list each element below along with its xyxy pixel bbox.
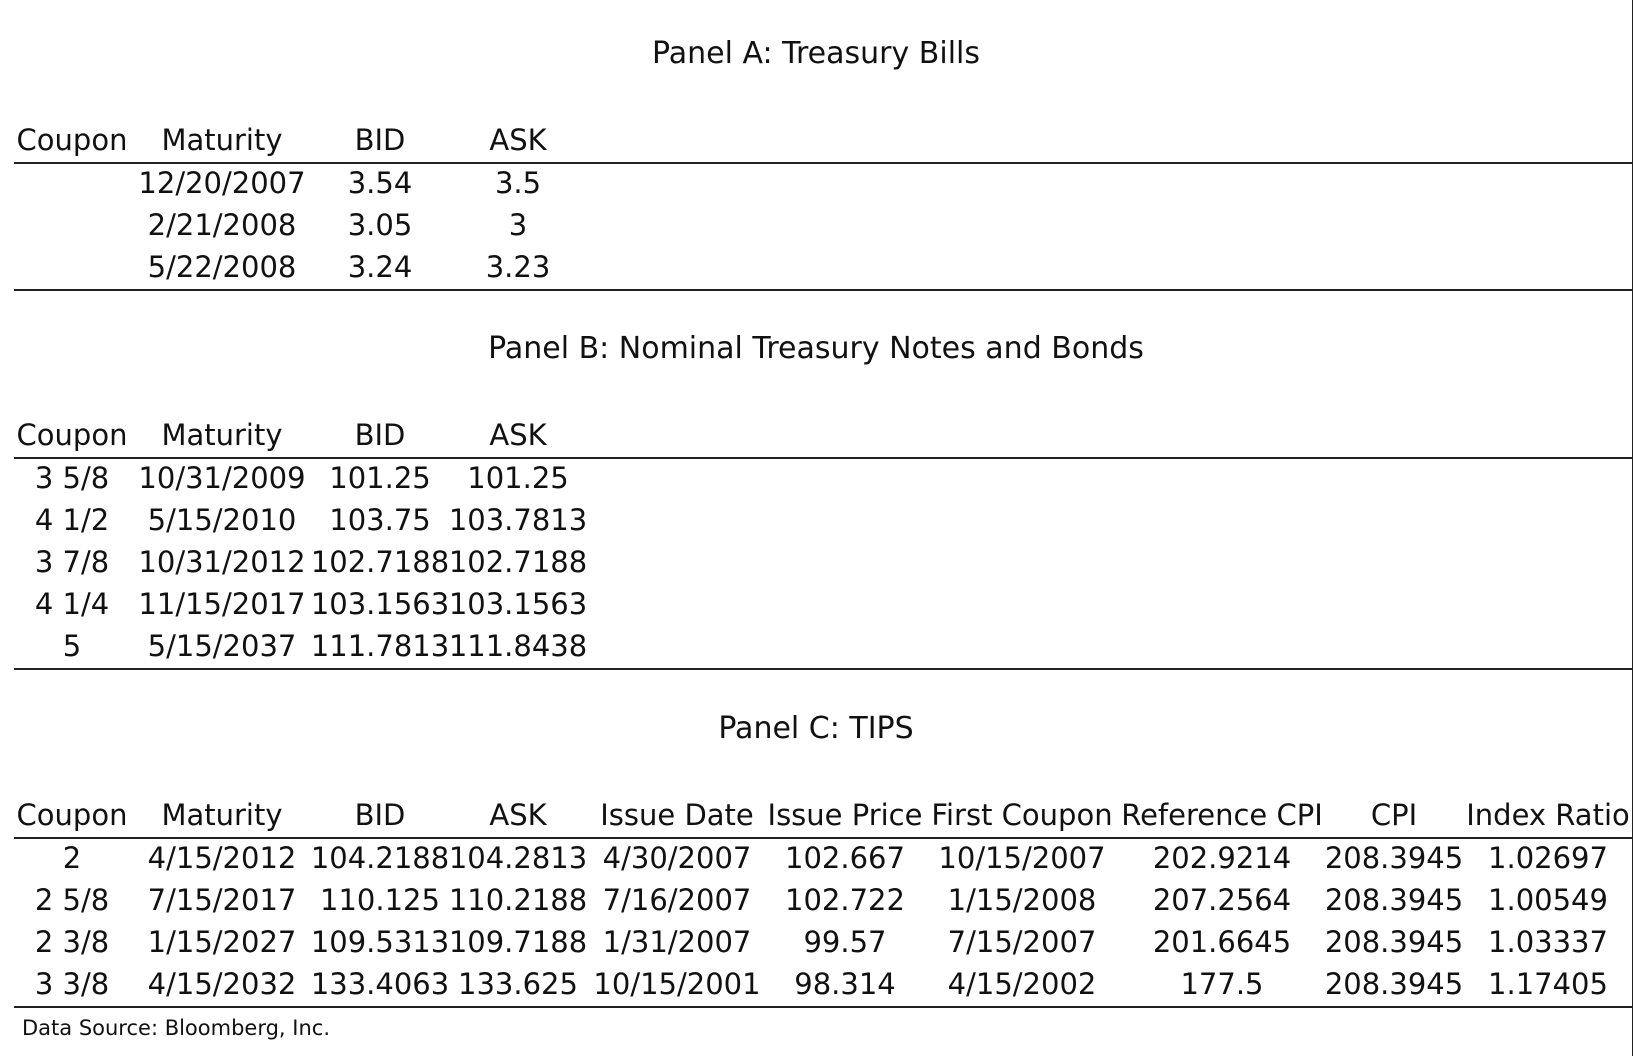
panel-c-tips-header-first-coupon: First Coupon [931, 798, 1113, 832]
panel-b-notes-bonds-header-bid: BID [354, 418, 406, 452]
panel-c-tips-cell-coupon: 2 [62, 841, 82, 875]
panel-c-tips-header-rule [14, 837, 1633, 839]
panel-c-tips-cell-coupon: 3 3/8 [34, 967, 110, 1001]
panel-c-tips-cell-bid: 104.2188 [310, 841, 450, 875]
panel-c-tips-cell-first-coupon: 1/15/2008 [947, 883, 1097, 917]
panel-a-treasury-bills-header-rule [14, 162, 1633, 164]
panel-c-tips-cell-issue-date: 1/31/2007 [602, 925, 752, 959]
panel-b-notes-bonds-cell-maturity: 5/15/2010 [147, 503, 297, 537]
panel-b-notes-bonds-header-ask: ASK [489, 418, 547, 452]
panel-c-tips-header-issue-price: Issue Price [767, 798, 923, 832]
panel-b-notes-bonds-header-maturity: Maturity [161, 418, 283, 452]
panel-c-tips-cell-cpi: 208.3945 [1324, 925, 1464, 959]
panel-c-tips-cell-ask: 109.7188 [448, 925, 588, 959]
panel-c-tips-cell-first-coupon: 10/15/2007 [938, 841, 1106, 875]
panel-b-notes-bonds-cell-maturity: 5/15/2037 [147, 629, 297, 663]
panel-c-tips-cell-issue-date: 7/16/2007 [602, 883, 752, 917]
panel-c-tips-cell-issue-price: 102.722 [785, 883, 905, 917]
panel-b-notes-bonds-cell-coupon: 4 1/2 [34, 503, 110, 537]
panel-c-tips-cell-issue-price: 98.314 [794, 967, 896, 1001]
panel-a-treasury-bills-header-maturity: Maturity [161, 123, 283, 157]
panel-a-treasury-bills-cell-maturity: 5/22/2008 [147, 250, 297, 284]
panel-c-tips-cell-ask: 104.2813 [448, 841, 588, 875]
panel-b-notes-bonds-cell-coupon: 3 5/8 [34, 461, 110, 495]
panel-c-tips-header-bid: BID [354, 798, 406, 832]
panel-a-treasury-bills-cell-bid: 3.54 [347, 166, 413, 200]
panel-c-tips-cell-bid: 133.4063 [310, 967, 450, 1001]
panel-a-treasury-bills-cell-maturity: 12/20/2007 [138, 166, 306, 200]
panel-c-tips-cell-issue-price: 99.57 [803, 925, 887, 959]
panel-c-tips-cell-ask: 110.2188 [448, 883, 588, 917]
panel-b-notes-bonds-cell-ask: 111.8438 [448, 629, 588, 663]
panel-b-notes-bonds-header-coupon: Coupon [16, 418, 128, 452]
panel-c-tips-cell-ask: 133.625 [458, 967, 578, 1001]
panel-c-tips-title: Panel C: TIPS [718, 711, 914, 746]
panel-b-notes-bonds-cell-coupon: 5 [62, 629, 82, 663]
panel-c-tips-header-ask: ASK [489, 798, 547, 832]
panel-c-tips-cell-maturity: 4/15/2012 [147, 841, 297, 875]
panel-b-notes-bonds-cell-ask: 101.25 [467, 461, 569, 495]
panel-a-treasury-bills-header-coupon: Coupon [16, 123, 128, 157]
panel-b-notes-bonds-cell-bid: 102.7188 [310, 545, 450, 579]
panel-c-tips-cell-reference-cpi: 177.5 [1180, 967, 1264, 1001]
panel-a-treasury-bills-header-ask: ASK [489, 123, 547, 157]
panel-c-tips-cell-reference-cpi: 207.2564 [1152, 883, 1292, 917]
panel-a-treasury-bills-header-bid: BID [354, 123, 406, 157]
panel-c-tips-cell-cpi: 208.3945 [1324, 883, 1464, 917]
panel-c-tips-header-issue-date: Issue Date [600, 798, 754, 832]
panel-c-tips-cell-index-ratio: 1.00549 [1488, 883, 1608, 917]
panel-c-tips-header-coupon: Coupon [16, 798, 128, 832]
panel-c-tips-cell-maturity: 7/15/2017 [147, 883, 297, 917]
panel-c-tips-cell-index-ratio: 1.03337 [1488, 925, 1608, 959]
panel-b-notes-bonds-cell-coupon: 4 1/4 [34, 587, 110, 621]
panel-c-tips-header-reference-cpi: Reference CPI [1121, 798, 1323, 832]
panel-a-treasury-bills-cell-ask: 3 [508, 208, 528, 242]
panel-c-tips-cell-maturity: 4/15/2032 [147, 967, 297, 1001]
panel-a-treasury-bills-bottom-rule [14, 289, 1633, 291]
panel-b-notes-bonds-cell-bid: 111.7813 [310, 629, 450, 663]
panel-b-notes-bonds-cell-ask: 103.1563 [448, 587, 588, 621]
panel-c-tips-header-maturity: Maturity [161, 798, 283, 832]
panel-c-tips-cell-first-coupon: 7/15/2007 [947, 925, 1097, 959]
panel-c-tips-cell-reference-cpi: 202.9214 [1152, 841, 1292, 875]
panel-b-notes-bonds-cell-bid: 103.1563 [310, 587, 450, 621]
panel-c-tips-cell-index-ratio: 1.02697 [1488, 841, 1608, 875]
panel-c-tips-cell-issue-date: 4/30/2007 [602, 841, 752, 875]
panel-b-notes-bonds-bottom-rule [14, 668, 1633, 670]
panel-c-tips-cell-cpi: 208.3945 [1324, 967, 1464, 1001]
panel-c-tips-cell-reference-cpi: 201.6645 [1152, 925, 1292, 959]
panel-c-tips-header-cpi: CPI [1370, 798, 1418, 832]
panel-a-treasury-bills-cell-ask: 3.23 [485, 250, 551, 284]
panel-c-tips-cell-issue-price: 102.667 [785, 841, 905, 875]
panel-c-tips-cell-bid: 109.5313 [310, 925, 450, 959]
panel-c-tips-cell-coupon: 2 3/8 [34, 925, 110, 959]
panel-c-tips-cell-issue-date: 10/15/2001 [593, 967, 761, 1001]
panel-b-notes-bonds-cell-ask: 103.7813 [448, 503, 588, 537]
panel-c-tips-cell-maturity: 1/15/2027 [147, 925, 297, 959]
panel-c-tips-cell-coupon: 2 5/8 [34, 883, 110, 917]
panel-a-treasury-bills-title: Panel A: Treasury Bills [651, 36, 981, 71]
panel-c-tips-cell-first-coupon: 4/15/2002 [947, 967, 1097, 1001]
panel-b-notes-bonds-cell-maturity: 10/31/2009 [138, 461, 306, 495]
panel-c-tips-header-index-ratio: Index Ratio [1466, 798, 1630, 832]
panel-b-notes-bonds-header-rule [14, 457, 1633, 459]
panel-b-notes-bonds-cell-bid: 103.75 [329, 503, 431, 537]
panel-c-tips-cell-index-ratio: 1.17405 [1488, 967, 1608, 1001]
panel-a-treasury-bills-cell-bid: 3.05 [347, 208, 413, 242]
right-border-rule [1632, 0, 1633, 1056]
panel-b-notes-bonds-cell-maturity: 10/31/2012 [138, 545, 306, 579]
panel-c-tips-bottom-rule [14, 1006, 1633, 1008]
panel-b-notes-bonds-cell-maturity: 11/15/2017 [138, 587, 306, 621]
panel-a-treasury-bills-cell-maturity: 2/21/2008 [147, 208, 297, 242]
panel-b-notes-bonds-cell-coupon: 3 7/8 [34, 545, 110, 579]
panel-a-treasury-bills-cell-ask: 3.5 [494, 166, 542, 200]
panel-a-treasury-bills-cell-bid: 3.24 [347, 250, 413, 284]
panel-b-notes-bonds-title: Panel B: Nominal Treasury Notes and Bond… [488, 331, 1144, 366]
panel-b-notes-bonds-cell-bid: 101.25 [329, 461, 431, 495]
data-source-note: Data Source: Bloomberg, Inc. [22, 1016, 331, 1040]
panel-c-tips-cell-bid: 110.125 [320, 883, 440, 917]
panel-b-notes-bonds-cell-ask: 102.7188 [448, 545, 588, 579]
panel-c-tips-cell-cpi: 208.3945 [1324, 841, 1464, 875]
